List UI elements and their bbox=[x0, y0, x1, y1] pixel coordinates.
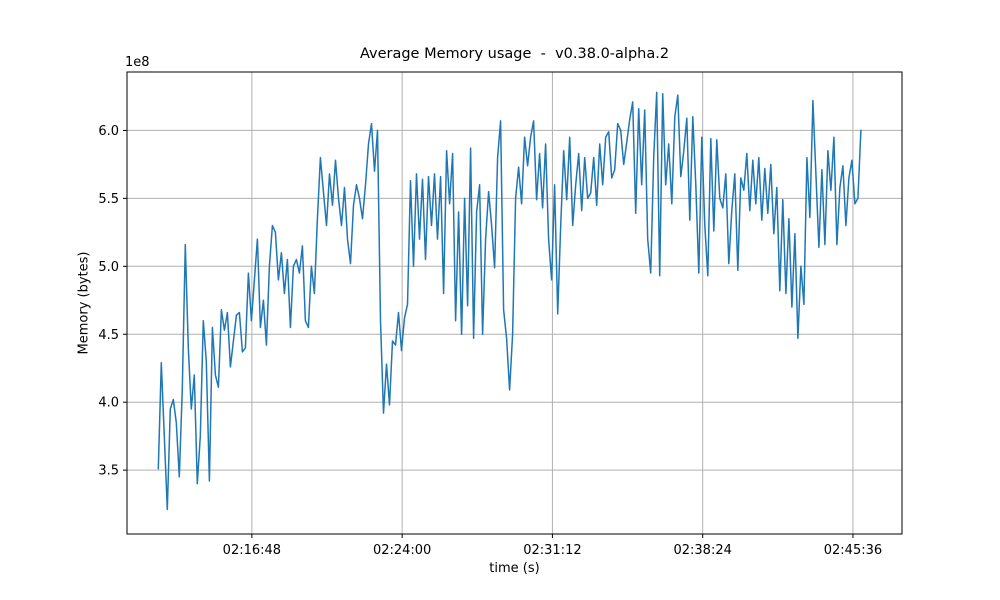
y-axis-offset-label: 1e8 bbox=[125, 55, 150, 70]
y-tick-label: 5.0 bbox=[98, 260, 119, 275]
x-tick-label: 02:16:48 bbox=[223, 543, 281, 558]
x-axis-label: time (s) bbox=[489, 561, 540, 576]
x-tick-label: 02:45:36 bbox=[824, 543, 882, 558]
memory-usage-line bbox=[157, 91, 862, 511]
x-tick-label: 02:24:00 bbox=[373, 543, 431, 558]
y-tick-label: 4.0 bbox=[98, 396, 119, 411]
chart-title: Average Memory usage - v0.38.0-alpha.2 bbox=[359, 46, 670, 62]
y-tick-label: 4.5 bbox=[98, 328, 119, 343]
y-tick-label: 3.5 bbox=[98, 464, 119, 479]
x-tick-label: 02:38:24 bbox=[673, 543, 731, 558]
plot-border bbox=[126, 71, 903, 535]
y-axis-label: Memory (bytes) bbox=[76, 251, 92, 355]
y-tick-label: 6.0 bbox=[98, 124, 119, 139]
y-tick-label: 5.5 bbox=[98, 192, 119, 207]
x-tick-label: 02:31:12 bbox=[523, 543, 581, 558]
